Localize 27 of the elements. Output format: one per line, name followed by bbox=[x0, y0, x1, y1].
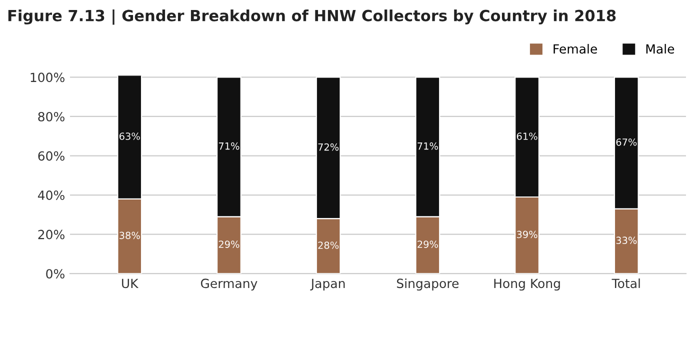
y-tick-label: 60% bbox=[38, 151, 64, 161]
data-label: 61% bbox=[516, 132, 538, 140]
data-label: 71% bbox=[418, 142, 438, 150]
legend-label: Female bbox=[554, 44, 597, 54]
y-tick-label: 80% bbox=[38, 112, 64, 122]
data-label: 71% bbox=[218, 142, 240, 150]
data-label: 29% bbox=[218, 240, 240, 248]
x-tick-label: Total bbox=[612, 278, 640, 288]
data-label: 33% bbox=[616, 236, 637, 244]
y-tick-label: 20% bbox=[38, 230, 64, 240]
chart-title: Figure 7.13 | Gender Breakdown of HNW Collectors by Country in 2018 bbox=[8, 9, 616, 25]
legend-label: Male bbox=[646, 44, 674, 54]
data-label: 38% bbox=[120, 232, 140, 240]
data-label: 28% bbox=[318, 242, 339, 249]
x-tick-label: Japan bbox=[310, 278, 345, 291]
x-tick-label: Hong Kong bbox=[494, 278, 560, 291]
x-tick-label: UK bbox=[122, 278, 139, 288]
data-label: 39% bbox=[516, 230, 538, 238]
data-label: 67% bbox=[616, 138, 637, 146]
x-tick-label: Singapore bbox=[396, 278, 459, 291]
y-tick-label: 0% bbox=[46, 269, 64, 279]
data-label: 72% bbox=[318, 143, 339, 151]
data-label: 63% bbox=[119, 132, 140, 140]
data-label: 29% bbox=[418, 240, 438, 248]
y-tick-label: 40% bbox=[38, 190, 64, 200]
y-tick-label: 100% bbox=[30, 72, 64, 82]
x-tick-label: Germany bbox=[200, 278, 258, 291]
